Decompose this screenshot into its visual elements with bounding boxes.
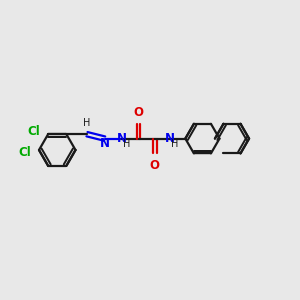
Text: Cl: Cl <box>27 125 40 138</box>
Text: N: N <box>117 132 127 145</box>
Text: O: O <box>150 159 160 172</box>
Text: Cl: Cl <box>18 146 31 159</box>
Text: N: N <box>165 131 175 145</box>
Text: H: H <box>83 118 91 128</box>
Text: H: H <box>123 139 131 149</box>
Text: N: N <box>100 137 110 150</box>
Text: H: H <box>171 139 178 149</box>
Text: O: O <box>134 106 143 118</box>
